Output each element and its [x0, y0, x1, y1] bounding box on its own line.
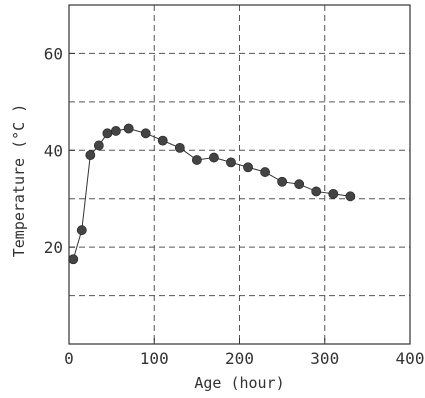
data-point-0-12	[226, 157, 236, 168]
data-point-0-13	[243, 162, 253, 173]
data-point-0-1	[76, 225, 87, 236]
data-point-0-5	[110, 126, 121, 136]
data-point-0-2	[85, 150, 96, 161]
data-point-0-3	[93, 140, 104, 151]
x-axis-label: Age (hour)	[194, 374, 284, 392]
x-tick-label-400: 400	[396, 349, 425, 368]
data-point-0-0	[68, 254, 79, 265]
data-point-0-14	[260, 167, 270, 177]
data-point-0-9	[174, 142, 185, 153]
data-point-0-6	[123, 123, 134, 134]
y-axis-label: Temperature (°C )	[10, 104, 28, 258]
tick-labels: 0 100 200 300 400 20 40 60	[44, 44, 425, 368]
data-point-0-7	[140, 128, 151, 139]
series-line-0	[72, 127, 351, 260]
x-tick-label-0: 0	[64, 349, 74, 368]
data-point-0-16	[294, 179, 305, 190]
data-point-0-10	[191, 155, 202, 165]
axis-ticks	[68, 52, 411, 344]
data-point-0-17	[311, 186, 322, 197]
data-point-0-8	[157, 135, 168, 146]
data-point-0-19	[345, 191, 356, 202]
data-point-0-18	[328, 188, 339, 199]
y-tick-label-40: 40	[44, 141, 63, 160]
x-tick-label-300: 300	[310, 349, 339, 368]
y-tick-label-20: 20	[44, 238, 63, 257]
series	[68, 123, 356, 265]
data-point-0-11	[209, 152, 219, 163]
x-tick-label-100: 100	[140, 349, 169, 368]
data-point-0-4	[102, 128, 113, 139]
grid	[69, 5, 410, 344]
y-tick-label-60: 60	[44, 44, 63, 63]
data-point-0-15	[277, 176, 288, 187]
x-tick-label-200: 200	[225, 349, 254, 368]
